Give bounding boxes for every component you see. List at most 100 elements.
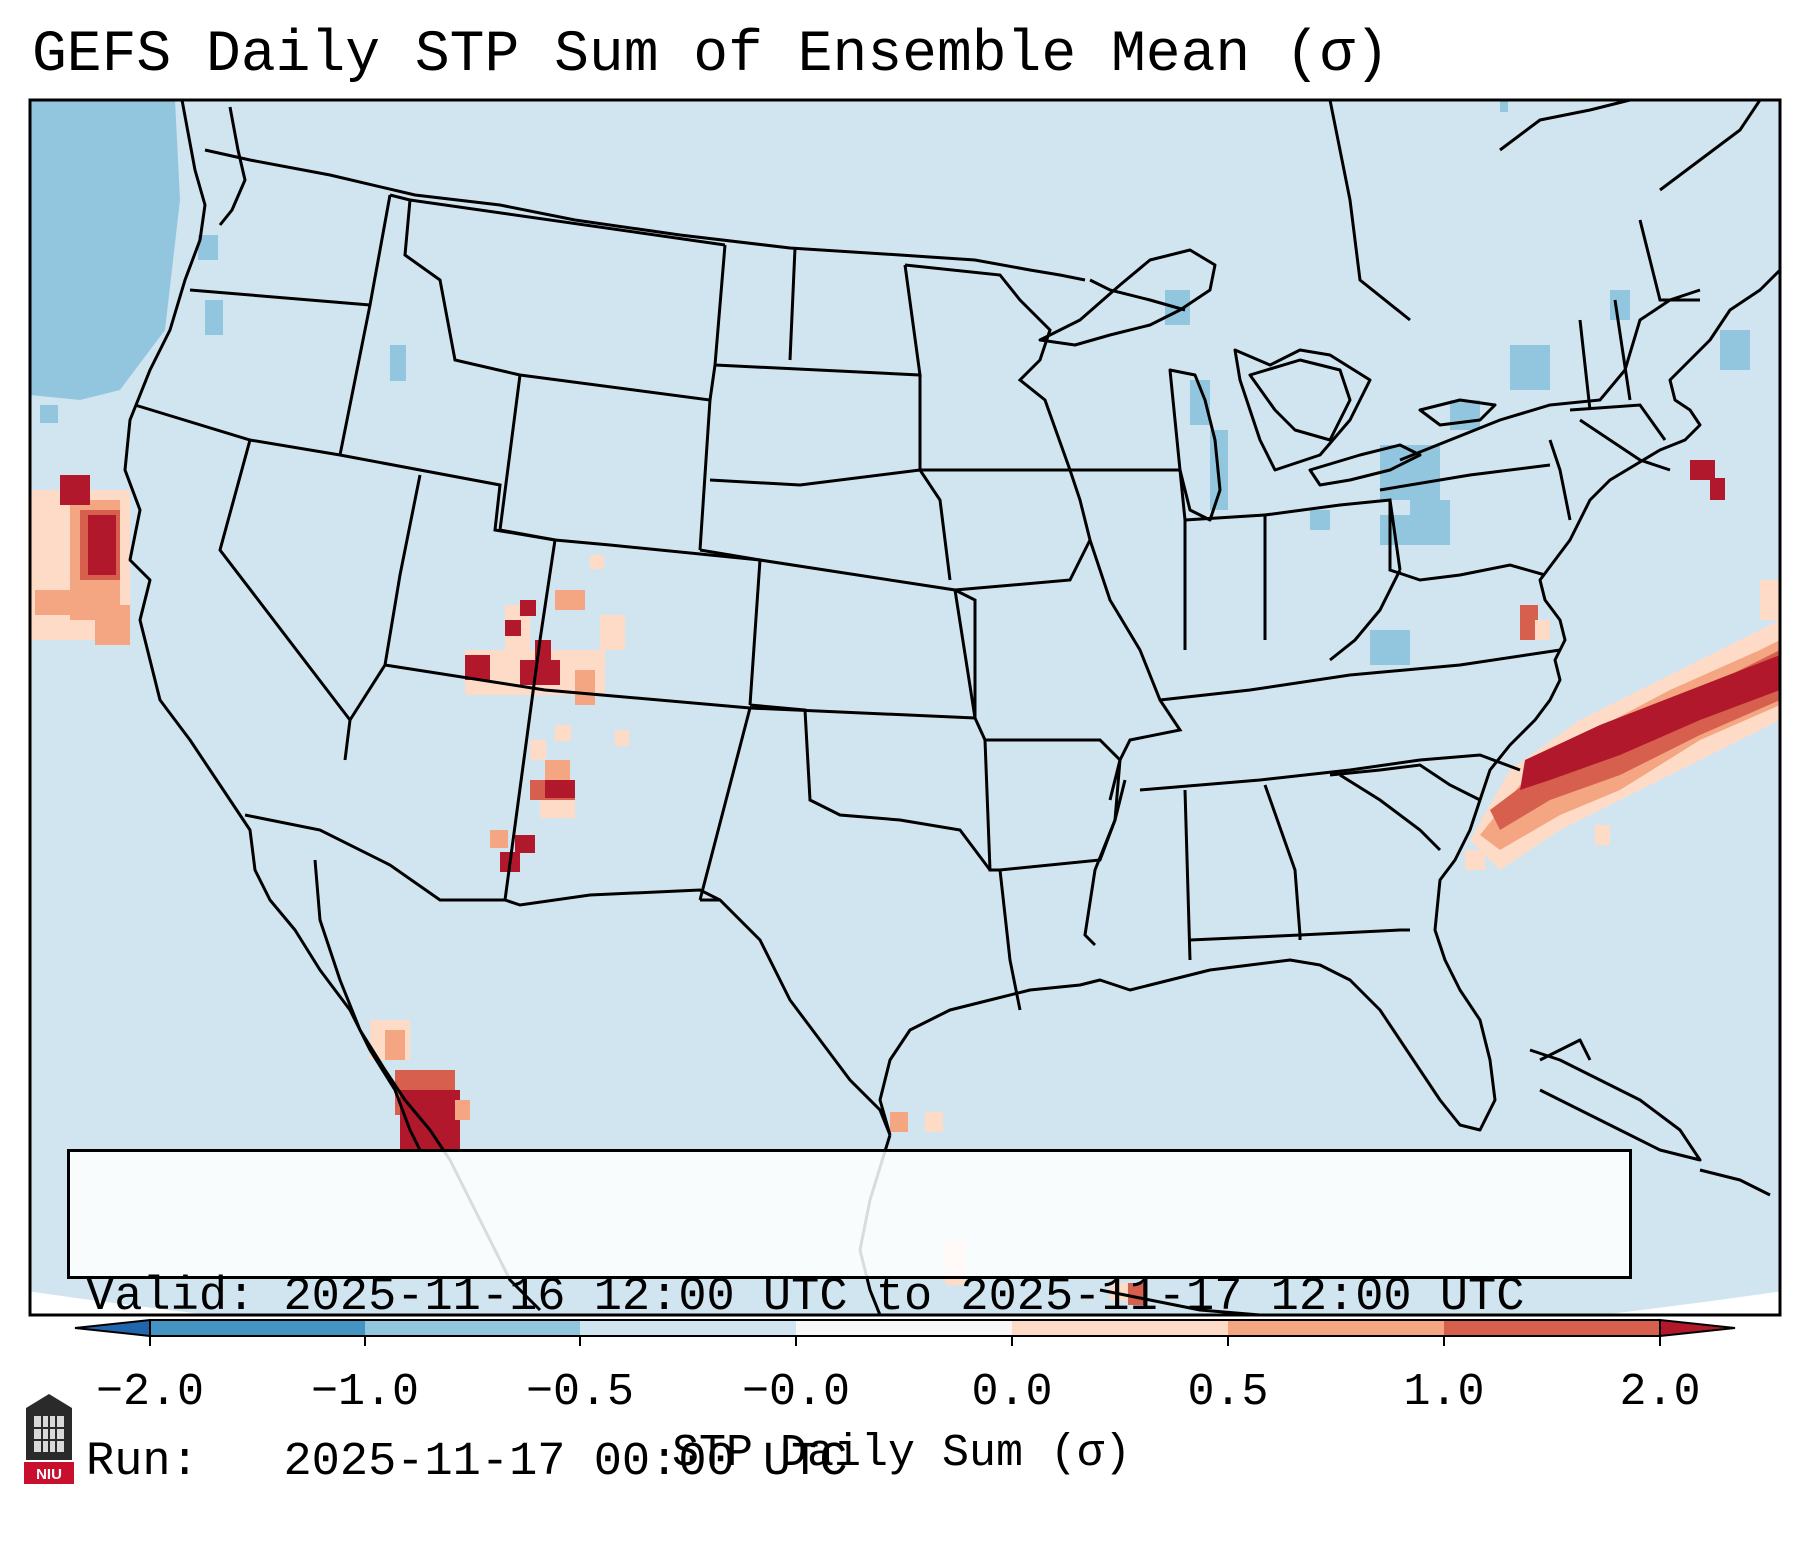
cell-pos-max <box>88 515 116 575</box>
valid-value: 2025-11-16 12:00 UTC to 2025-11-17 12:00… <box>283 1271 1525 1324</box>
ny-nj <box>1548 439 1572 521</box>
ok <box>749 703 992 871</box>
colorbar-tick-label: −0.0 <box>741 1367 851 1418</box>
nd-mt <box>788 247 797 361</box>
cell-pos-med <box>35 590 75 615</box>
colorbar-bin <box>1228 1320 1444 1336</box>
colorbar-tick-label: 2.0 <box>1619 1367 1701 1418</box>
valid-line: Valid: 2025-11-16 12:00 UTC to 2025-11-1… <box>86 1270 1615 1325</box>
colorbar-bin <box>796 1320 1012 1336</box>
colorbar-bin <box>365 1320 580 1336</box>
valid-run-info-box: Valid: 2025-11-16 12:00 UTC to 2025-11-1… <box>67 1149 1632 1489</box>
colorbar-bin <box>150 1320 365 1336</box>
cell-pos-light <box>540 800 575 818</box>
cell-pos-light <box>590 555 604 569</box>
id-west <box>338 194 392 456</box>
us-mexico-border <box>244 813 892 1136</box>
michigan-lower-peninsula <box>1233 348 1372 472</box>
cell-pos-max <box>1710 478 1725 500</box>
run-value: 2025-11-17 00:00 UTC <box>283 1436 848 1489</box>
lake-huron <box>1248 358 1352 442</box>
id-mt <box>389 193 521 377</box>
bahamas <box>1539 1038 1592 1062</box>
run-line: Run: 2025-11-17 00:00 UTC <box>86 1435 1615 1490</box>
logo-text: NIU <box>36 1466 62 1483</box>
me-nh <box>1638 219 1700 302</box>
colorbar-tick-label: −2.0 <box>95 1367 205 1418</box>
cuba-outline <box>1529 1048 1702 1162</box>
hispaniola <box>1699 1168 1771 1197</box>
cell-pos-light <box>1760 580 1780 620</box>
cell-pos-max <box>520 600 536 616</box>
international-borders <box>204 100 1701 1136</box>
ok-ar <box>983 739 1000 872</box>
cell-neg <box>1720 330 1750 370</box>
cell-pos-med <box>95 605 130 645</box>
colorbar-tick-label: −0.5 <box>525 1367 635 1418</box>
cell-pos-max <box>1690 460 1715 480</box>
colorbar-bin <box>1012 1320 1228 1336</box>
ia <box>920 468 1092 592</box>
cell-neg <box>1450 400 1480 430</box>
niu-logo: NIU <box>24 1394 74 1484</box>
hudson-bay-shore <box>1499 100 1631 152</box>
lake-michigan <box>1168 368 1222 522</box>
cell-neg <box>1310 510 1330 530</box>
quebec-ontario <box>1328 100 1411 322</box>
colorbar-ticks <box>149 1336 1661 1346</box>
cell-neg <box>390 345 406 381</box>
colorbar-tick-label: 0.5 <box>1187 1367 1269 1418</box>
cell-pos-max <box>400 1090 460 1150</box>
colorbar-outline <box>149 1319 1661 1337</box>
map-frame <box>28 98 1782 1317</box>
map-domain <box>30 100 1780 1315</box>
cell-neg <box>198 235 218 260</box>
run-label: Run: <box>86 1436 199 1489</box>
sc-nc <box>1329 763 1481 802</box>
cell-pos-light <box>555 725 571 741</box>
state-boundaries <box>134 193 1700 1011</box>
cell-neg <box>1190 380 1210 425</box>
nm-tx <box>698 707 752 901</box>
nh-vt <box>1613 299 1632 401</box>
cell-pos-max <box>465 655 490 680</box>
cell-neg <box>1610 290 1630 320</box>
cell-pos-max <box>515 835 535 853</box>
cell-pos-med <box>490 830 508 848</box>
colorbar-bin <box>580 1320 796 1336</box>
colorbar <box>74 1318 1736 1346</box>
colorbar-label: STP Daily Sum (σ) <box>671 1428 1132 1479</box>
cell-pos-max <box>520 660 560 685</box>
ms-la <box>1083 759 1122 947</box>
gulf-atlantic-coastline <box>878 268 1780 1136</box>
wi-il <box>1070 468 1187 650</box>
ga-sc <box>1339 773 1442 852</box>
cell-neg <box>1510 345 1550 390</box>
colorbar-tick-label: 1.0 <box>1403 1367 1485 1418</box>
cell-neg <box>1370 630 1410 665</box>
cell-neg <box>1500 100 1508 112</box>
wa-or <box>189 288 371 307</box>
nv-id-ut <box>339 453 557 641</box>
cell-pos-light <box>925 1112 943 1132</box>
mt-north <box>409 198 726 247</box>
cell-pos-med <box>545 760 570 780</box>
cell-neg <box>1380 445 1440 500</box>
logo-banner <box>24 1462 74 1484</box>
colorbar-tick-label: −1.0 <box>310 1367 420 1418</box>
nv-ut-az <box>348 474 422 721</box>
cell-neg <box>50 335 90 365</box>
nv-ca <box>218 439 352 761</box>
cell-pos-max <box>60 475 90 505</box>
wv-ky <box>1329 569 1402 662</box>
cell-pos-light <box>615 730 629 746</box>
ms-al <box>1183 789 1192 961</box>
yucatan-coast <box>1099 1288 1261 1315</box>
cell-pos-max <box>545 780 575 798</box>
cell-pos-light <box>1110 1283 1128 1301</box>
pa-ny <box>1379 463 1551 492</box>
mn-east <box>904 263 1072 471</box>
cell-neg <box>60 148 82 188</box>
in-oh <box>1264 498 1402 571</box>
pacific-coastline <box>123 100 422 1151</box>
